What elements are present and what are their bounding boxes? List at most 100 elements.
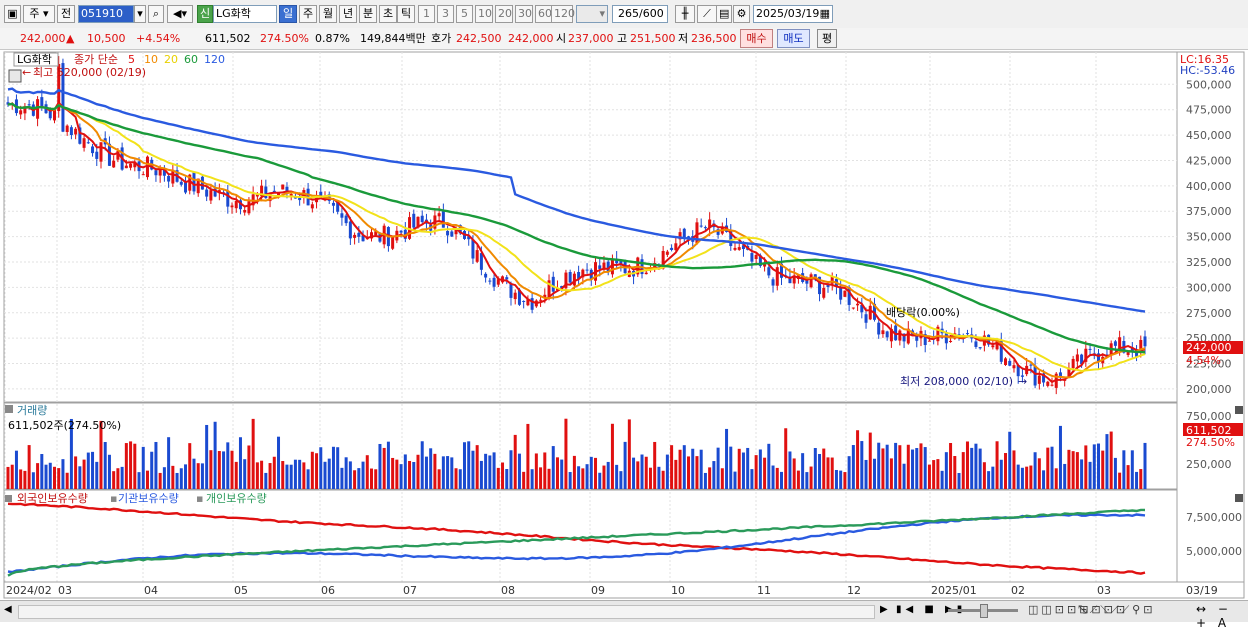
interval-30[interactable]: 30 — [515, 5, 533, 23]
candle-body — [763, 264, 767, 267]
volume-close-icon[interactable] — [1235, 406, 1243, 414]
interval-5[interactable]: 5 — [456, 5, 473, 23]
volume-bar — [391, 457, 395, 489]
speaker-icon[interactable]: ◀▾ — [167, 5, 193, 23]
volume-tag-text: 611,502 — [1186, 424, 1232, 437]
volume-bar — [589, 456, 593, 489]
interval-20[interactable]: 20 — [495, 5, 513, 23]
candle-body — [361, 235, 365, 242]
interval-10[interactable]: 10 — [475, 5, 493, 23]
candle-body — [234, 200, 238, 209]
volume-bar — [433, 453, 437, 489]
search-icon[interactable]: ⌕ — [148, 5, 164, 23]
volume-bar — [733, 471, 737, 489]
volume-bar — [467, 441, 471, 489]
candle-body — [1033, 365, 1037, 386]
market-select[interactable]: 주 ▾ — [23, 5, 55, 23]
period-year[interactable]: 년 — [339, 5, 357, 23]
volume-bar — [124, 443, 128, 489]
candle-body — [23, 106, 27, 114]
candle-body — [847, 287, 851, 305]
holdings-separator-1: ▪ — [110, 492, 117, 505]
buy-button[interactable]: 매수 — [740, 29, 773, 48]
date-input[interactable]: 2025/03/19 ▦ — [753, 5, 833, 23]
candle-body — [192, 172, 196, 192]
candle-body — [1080, 354, 1084, 365]
interval-3[interactable]: 3 — [437, 5, 454, 23]
volume-bar — [454, 468, 458, 489]
candle-body — [230, 205, 234, 208]
chart-canvas[interactable]: LG화학 종가 단순 5 10 20 60 120 ← 최고 520,000 (… — [0, 50, 1248, 600]
period-second[interactable]: 초 — [379, 5, 397, 23]
volume-bar — [222, 451, 226, 489]
volume-bar — [331, 446, 335, 489]
eval-button[interactable]: 평 — [817, 29, 837, 48]
interval-custom-select[interactable]: ▾ — [576, 5, 608, 23]
volume-bar — [399, 464, 403, 489]
holdings-close-icon[interactable] — [1235, 494, 1243, 502]
stock-name-field[interactable]: LG화학 — [213, 5, 277, 23]
scroll-left-icon[interactable]: ◀ — [4, 604, 12, 615]
volume-bar — [1088, 461, 1092, 489]
interval-120[interactable]: 120 — [551, 5, 575, 23]
new-badge: 신 — [197, 5, 213, 23]
candle-type-icon[interactable]: ╫ — [675, 5, 695, 23]
sell-button[interactable]: 매도 — [777, 29, 810, 48]
x-axis-ticks: 2024/02 03 04 05 06 07 08 09 10 11 12 2025/01 02 03 — [6, 584, 1111, 597]
period-month[interactable]: 월 — [319, 5, 337, 23]
calendar-icon[interactable]: ▦ — [819, 7, 830, 20]
legend-ma-60: 60 — [184, 53, 198, 66]
candle-body — [568, 272, 572, 283]
volume-bar — [801, 453, 805, 489]
draw-tools-2[interactable]: ⤡⟋⟍⟋⟋⚲⊡ — [1078, 603, 1156, 616]
holdings-separator-2: ▪ — [196, 492, 203, 505]
volume-bar — [158, 472, 162, 489]
volume-bar — [564, 418, 568, 489]
volume-bar — [479, 460, 483, 489]
playback-controls[interactable]: ▮◀ ■ ▶▮ — [896, 604, 967, 615]
gear-icon[interactable]: ⚙ — [733, 5, 750, 23]
volume-bar — [872, 458, 876, 489]
period-day[interactable]: 일 — [279, 5, 297, 23]
high-price: 251,500 — [630, 32, 676, 45]
save-icon[interactable]: ▤ — [716, 5, 732, 23]
horizontal-scrollbar[interactable] — [18, 605, 875, 619]
line-tool-icon[interactable]: ⟋ — [697, 5, 717, 23]
legend-type: 종가 단순 — [74, 53, 118, 66]
legend-ma-120: 120 — [204, 53, 225, 66]
period-tick[interactable]: 틱 — [397, 5, 415, 23]
change-amount: 10,500 — [87, 32, 126, 45]
legend-ma-20: 20 — [164, 53, 178, 66]
code-dropdown-icon[interactable]: ▾ — [134, 5, 146, 23]
scroll-right-icon[interactable]: ▶ — [880, 604, 888, 615]
candle-body — [818, 276, 822, 295]
candle-body — [547, 280, 551, 299]
volume-bar — [619, 471, 623, 489]
zoom-controls[interactable]: ↔ − + A — [1196, 602, 1232, 630]
candle-body — [1042, 373, 1046, 383]
volume-bar — [889, 458, 893, 489]
period-minute[interactable]: 분 — [359, 5, 377, 23]
period-week[interactable]: 주 — [299, 5, 317, 23]
candle-body — [741, 245, 745, 250]
candle-body — [416, 216, 420, 228]
stock-code-input[interactable]: 051910 — [78, 5, 134, 23]
layout-icon[interactable]: ▣ — [4, 5, 21, 23]
zoom-slider-handle[interactable] — [980, 604, 988, 618]
candle-body — [260, 185, 264, 197]
volume-bar — [27, 445, 31, 489]
table-icon[interactable] — [8, 69, 22, 83]
interval-1[interactable]: 1 — [418, 5, 435, 23]
candle-body — [264, 186, 268, 199]
volume-bars — [6, 418, 1147, 489]
candle-body — [1012, 365, 1016, 369]
candle-body — [585, 269, 589, 271]
volume-bar — [141, 446, 145, 489]
prev-button[interactable]: 전 — [57, 5, 75, 23]
volume-bar — [1092, 444, 1096, 489]
candle-body — [488, 280, 492, 282]
drawing-tools[interactable]: ◫◫⊡⊡⊞⊡⊡⊡ — [1028, 603, 1129, 616]
volume-bar — [10, 464, 14, 489]
candle-body — [530, 298, 534, 310]
count-input[interactable]: 265/600 — [612, 5, 668, 23]
